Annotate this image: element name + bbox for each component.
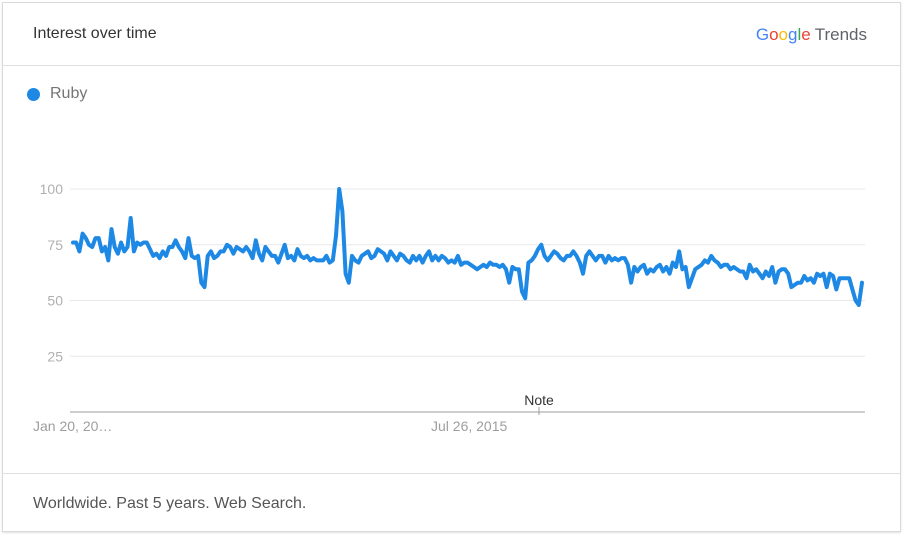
footer-description: Worldwide. Past 5 years. Web Search. bbox=[33, 495, 307, 512]
chart-title: Interest over time bbox=[33, 25, 157, 42]
y-tick-label: 25 bbox=[47, 348, 63, 364]
series-line-ruby bbox=[71, 187, 864, 307]
google-trends-logo: Google Trends bbox=[756, 25, 867, 45]
legend-marker bbox=[27, 87, 40, 101]
y-tick-label: 75 bbox=[47, 237, 63, 253]
chart-plot[interactable]: 25 50 75 100 Jan 20, 20… Jul 26, 2015 Note bbox=[3, 3, 900, 473]
y-tick-label: 100 bbox=[40, 181, 64, 197]
trends-wordmark: Trends bbox=[814, 25, 867, 44]
legend-label-ruby: Ruby bbox=[50, 85, 88, 102]
y-tick-label: 50 bbox=[47, 293, 63, 309]
card-header: Interest over time Google Trends bbox=[3, 3, 900, 66]
card-footer: Worldwide. Past 5 years. Web Search. bbox=[3, 473, 900, 532]
legend[interactable]: Ruby bbox=[27, 85, 87, 103]
note-annotation[interactable]: Note bbox=[524, 392, 554, 408]
x-tick-label: Jan 20, 20… bbox=[33, 418, 112, 434]
x-tick-label: Jul 26, 2015 bbox=[431, 418, 507, 434]
google-wordmark: Google bbox=[755, 25, 811, 44]
